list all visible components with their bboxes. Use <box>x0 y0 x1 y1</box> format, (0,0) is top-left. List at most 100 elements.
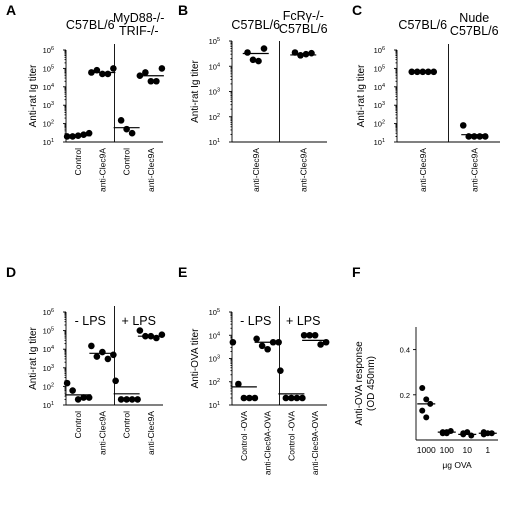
data-point <box>264 345 271 353</box>
data-point <box>288 394 295 402</box>
group-title: + LPS <box>122 314 156 328</box>
y-tick-label: 106 <box>43 308 54 317</box>
group-title: TRIF-/- <box>119 24 159 38</box>
group-title: - LPS <box>75 314 106 328</box>
x-tick-label: 1000 <box>417 445 436 455</box>
x-tick-label: 100 <box>440 445 454 455</box>
y-tick-label: 101 <box>209 138 220 147</box>
y-tick-label: 105 <box>209 37 220 46</box>
x-tick-label: anti-Clec9A <box>146 411 156 455</box>
x-tick-label: anti-Clec9A <box>298 148 308 192</box>
panel-letter-f: F <box>352 264 361 280</box>
data-point <box>136 327 144 334</box>
data-point <box>110 351 117 359</box>
data-point <box>423 414 430 421</box>
data-point <box>306 331 313 339</box>
x-tick-label: 1 <box>485 445 490 455</box>
data-point <box>282 394 290 402</box>
panel-letter-a: A <box>6 2 16 18</box>
data-point <box>158 65 166 72</box>
data-point <box>480 431 487 438</box>
x-tick-label: Control <box>73 411 83 439</box>
x-tick-label: 10 <box>463 445 473 455</box>
x-tick-label: Control <box>73 148 83 176</box>
data-point <box>69 133 76 140</box>
panel-f: F Anti-OVA response (OD 450nm) 0.2 0.4 1000 10… <box>352 264 498 470</box>
y-tick-label: 101 <box>43 401 54 410</box>
data-point <box>128 129 136 137</box>
y-tick-label: 102 <box>374 120 385 129</box>
data-point <box>419 385 426 392</box>
y-tick-label: 103 <box>209 88 220 97</box>
group-title: FcRγ-/- <box>283 9 324 23</box>
data-point <box>291 49 299 56</box>
data-point <box>63 379 71 387</box>
y-tick-label: 103 <box>209 355 220 364</box>
y-axis-label: Anti-OVA response <box>354 341 365 426</box>
data-point <box>117 396 125 403</box>
panel-e: E Anti-OVA titer 101 102 103 104 105 - LPS Contr… <box>178 264 330 475</box>
data-point <box>277 367 284 374</box>
data-point <box>246 394 253 402</box>
data-point <box>80 394 87 401</box>
data-point <box>299 394 306 402</box>
data-point <box>99 348 106 356</box>
y-tick-label: 101 <box>209 401 220 410</box>
data-point <box>80 131 87 138</box>
y-tick-label: 106 <box>43 46 54 55</box>
data-point <box>153 77 160 85</box>
x-tick-label: Control -OVA <box>239 411 249 461</box>
data-point <box>255 57 262 65</box>
group-title: C57BL/6 <box>66 18 115 32</box>
x-tick-label: anti-Clec9A <box>97 148 107 192</box>
data-point <box>85 129 93 137</box>
data-point <box>419 407 426 414</box>
y-tick-label: 105 <box>374 64 385 73</box>
x-tick-label: Control -OVA <box>286 411 296 461</box>
x-tick-label: anti-Clec9A-OVA <box>263 411 273 475</box>
data-point <box>235 380 242 388</box>
y-tick-label: 105 <box>209 308 220 317</box>
data-point <box>459 122 467 129</box>
data-point <box>423 396 430 403</box>
data-point <box>85 394 93 401</box>
data-point <box>110 65 117 72</box>
y-tick-label: 104 <box>374 83 385 92</box>
data-point <box>69 387 76 394</box>
y-tick-label: 102 <box>209 378 220 387</box>
data-point <box>229 338 237 346</box>
data-point <box>123 396 130 403</box>
data-point <box>302 50 310 58</box>
data-point <box>468 432 475 439</box>
panel-letter-c: C <box>352 2 362 18</box>
y-tick-label: 105 <box>43 64 54 73</box>
x-tick-label: anti-Clec9A <box>251 148 261 192</box>
data-point <box>128 396 136 403</box>
panel-letter-e: E <box>178 264 187 280</box>
y-tick-label: 103 <box>374 101 385 110</box>
y-tick-label: 106 <box>374 46 385 55</box>
data-point <box>249 56 257 64</box>
panel-d: D Anti-rat Ig titer 101 102 103 104 105 106 - LP… <box>6 264 166 455</box>
panel-letter-d: D <box>6 264 16 280</box>
panel-c: C Anti-rat Ig titer 101 102 103 104 105 106 C57B… <box>352 2 500 192</box>
y-tick-label: 101 <box>374 138 385 147</box>
data-point <box>117 117 125 124</box>
data-point <box>311 331 319 339</box>
data-point <box>317 341 324 348</box>
panel-a: A Anti-rat Ig titer 101 102 103 104 105 106 C57B… <box>6 2 166 192</box>
data-point <box>147 77 155 85</box>
data-point <box>93 66 101 74</box>
y-axis-label: Anti-OVA titer <box>190 328 201 389</box>
data-point <box>244 49 251 56</box>
data-point <box>158 331 166 339</box>
x-tick-label: anti-Clec9A <box>97 411 107 455</box>
data-point <box>88 342 95 350</box>
x-tick-label: Control <box>122 148 132 176</box>
x-tick-label: anti-Clec9A <box>418 148 428 192</box>
y-axis-label: Anti-rat Ig titer <box>28 64 39 127</box>
group-title: + LPS <box>286 314 320 328</box>
data-point <box>134 396 141 403</box>
y-tick-label: 104 <box>43 345 54 354</box>
